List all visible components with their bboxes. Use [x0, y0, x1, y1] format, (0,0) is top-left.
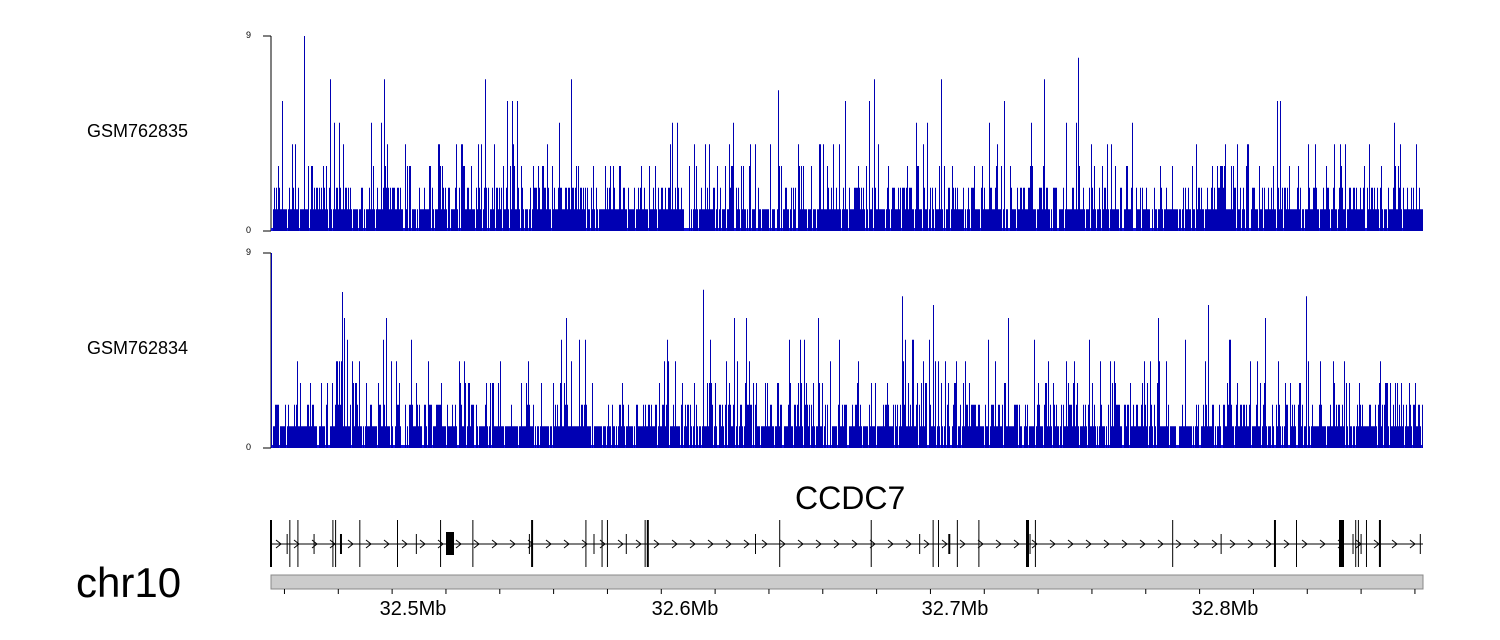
- strand-arrow: [275, 539, 282, 549]
- strand-arrow: [1283, 539, 1290, 549]
- strand-arrow: [1409, 539, 1416, 549]
- strand-arrow: [491, 539, 498, 549]
- strand-arrow: [1265, 539, 1272, 549]
- track2-ymax-label: 9: [246, 247, 252, 257]
- strand-arrow: [959, 539, 966, 549]
- strand-arrow: [1085, 539, 1092, 549]
- gene-name-label: CCDC7: [795, 480, 906, 516]
- strand-arrow: [1103, 539, 1110, 549]
- track-label-gsm762835: GSM762835: [87, 121, 189, 141]
- coverage-bars: [273, 36, 1423, 231]
- strand-arrow: [1193, 539, 1200, 549]
- strand-arrow: [887, 539, 894, 549]
- strand-arrow: [473, 539, 480, 549]
- strand-arrow: [671, 539, 678, 549]
- exon-block: [446, 532, 454, 555]
- track2-ymin-label: 0: [246, 442, 252, 452]
- track1-ymin-label: 0: [246, 225, 252, 235]
- strand-arrow: [1049, 539, 1056, 549]
- strand-arrow: [293, 539, 300, 549]
- axis-tick-label: 32.7Mb: [921, 598, 989, 620]
- chromosome-label: chr10: [76, 559, 182, 606]
- axis-tick-label: 32.5Mb: [379, 598, 447, 620]
- strand-arrow: [1121, 539, 1128, 549]
- strand-arrow: [1175, 539, 1182, 549]
- strand-arrow: [761, 539, 768, 549]
- exon-block: [1026, 520, 1029, 567]
- strand-arrow: [1013, 539, 1020, 549]
- strand-arrow: [1229, 539, 1236, 549]
- strand-arrow: [419, 539, 426, 549]
- strand-arrow: [1031, 539, 1038, 549]
- strand-arrow: [509, 539, 516, 549]
- strand-arrow: [653, 539, 660, 549]
- strand-arrow: [707, 539, 714, 549]
- strand-arrow: [1157, 539, 1164, 549]
- strand-arrow: [977, 539, 984, 549]
- strand-arrow: [797, 539, 804, 549]
- strand-arrow: [833, 539, 840, 549]
- track1-ymax-label: 9: [246, 30, 252, 40]
- strand-arrow: [347, 539, 354, 549]
- strand-arrow: [617, 539, 624, 549]
- axis-tick-label: 32.6Mb: [651, 598, 719, 620]
- strand-arrow: [743, 539, 750, 549]
- strand-arrow: [1319, 539, 1326, 549]
- strand-arrow: [923, 539, 930, 549]
- chromosome-band: [270, 574, 1424, 590]
- strand-arrow: [455, 539, 462, 549]
- strand-arrow: [365, 539, 372, 549]
- exon-block: [1339, 520, 1344, 567]
- strand-arrow: [1247, 539, 1254, 549]
- strand-arrow: [1139, 539, 1146, 549]
- strand-arrow: [905, 539, 912, 549]
- strand-arrow: [941, 539, 948, 549]
- strand-arrow: [1211, 539, 1218, 549]
- strand-arrow: [725, 539, 732, 549]
- strand-arrow: [329, 539, 336, 549]
- strand-arrow: [545, 539, 552, 549]
- strand-arrow: [1067, 539, 1074, 549]
- track-label-gsm762834: GSM762834: [87, 338, 189, 358]
- strand-arrow: [779, 539, 786, 549]
- strand-arrow: [563, 539, 570, 549]
- strand-arrow: [689, 539, 696, 549]
- strand-arrow: [581, 539, 588, 549]
- coverage-bars: [271, 253, 1423, 448]
- strand-arrow: [815, 539, 822, 549]
- strand-arrow: [635, 539, 642, 549]
- strand-arrow: [851, 539, 858, 549]
- strand-arrow: [437, 539, 444, 549]
- strand-arrow: [401, 539, 408, 549]
- strand-arrow: [1301, 539, 1308, 549]
- strand-arrow: [995, 539, 1002, 549]
- strand-arrow: [1391, 539, 1398, 549]
- axis-tick-label: 32.8Mb: [1191, 598, 1259, 620]
- strand-arrow: [383, 539, 390, 549]
